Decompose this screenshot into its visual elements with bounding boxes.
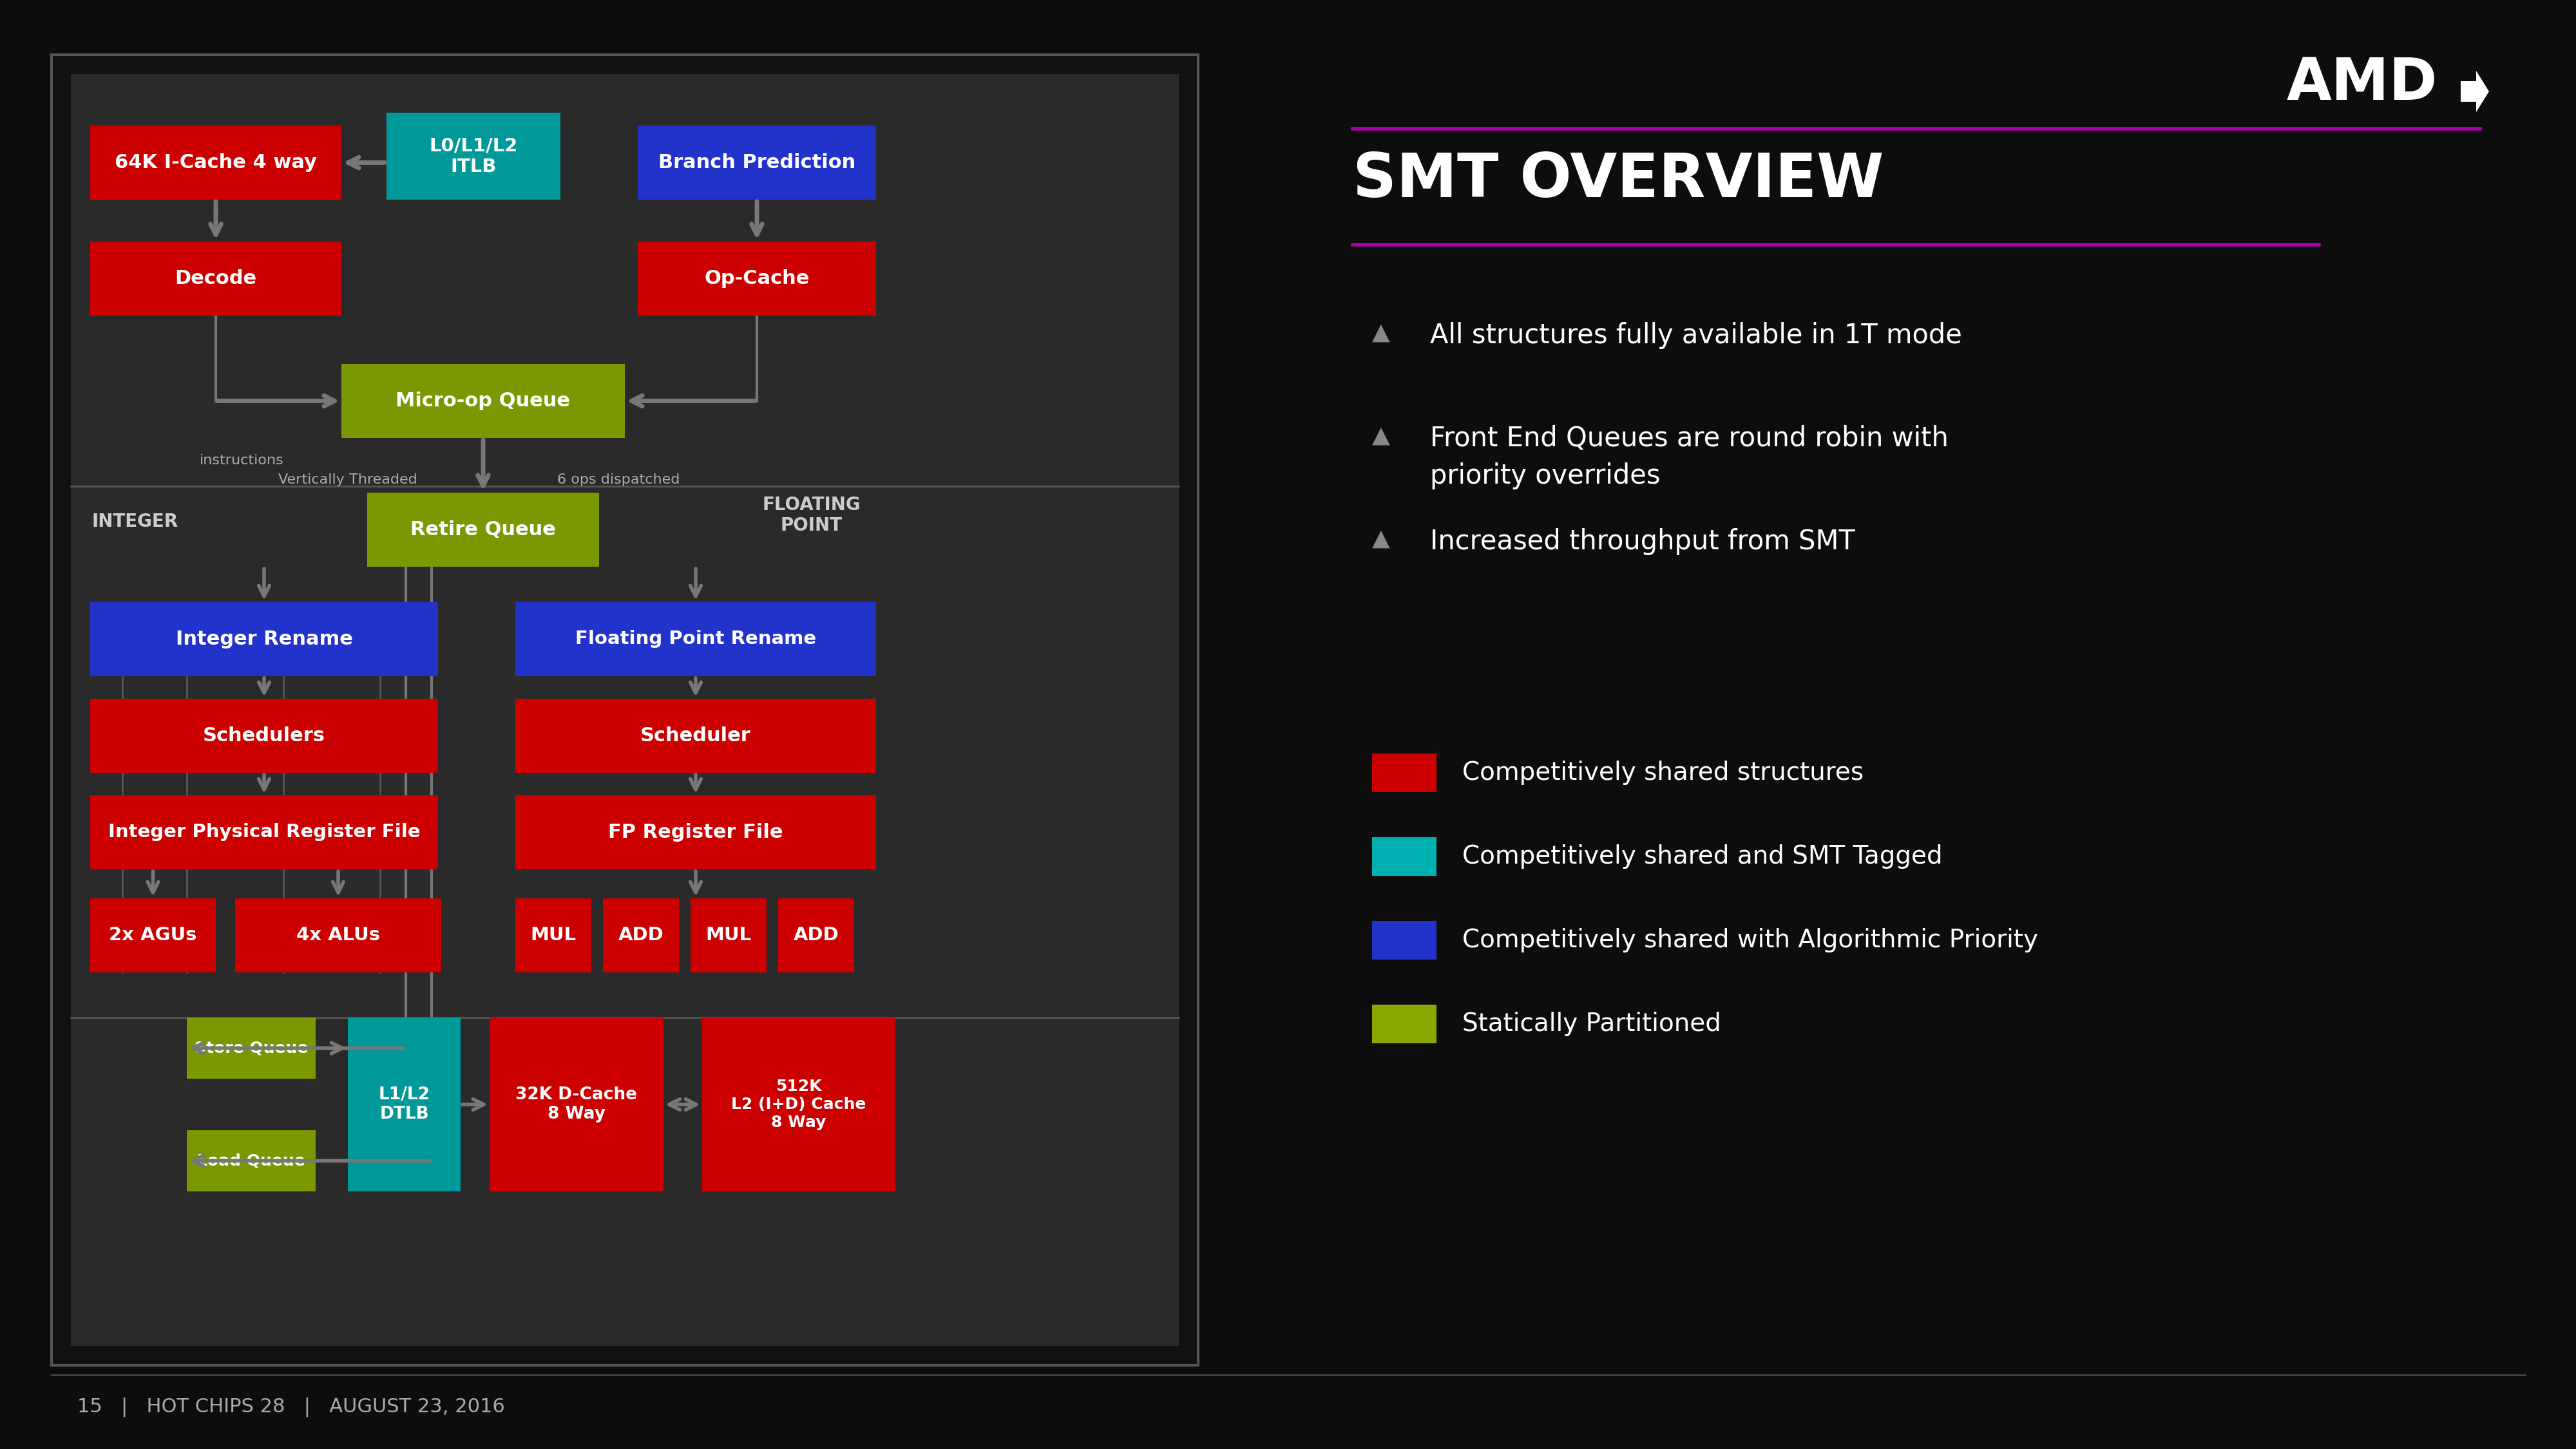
Text: Competitively shared and SMT Tagged: Competitively shared and SMT Tagged	[1463, 845, 1942, 869]
FancyBboxPatch shape	[703, 1017, 896, 1191]
Text: ▲: ▲	[1373, 527, 1391, 551]
Text: L1/L2
DTLB: L1/L2 DTLB	[379, 1087, 430, 1123]
FancyBboxPatch shape	[90, 796, 438, 869]
FancyBboxPatch shape	[778, 898, 855, 972]
Text: ▲: ▲	[1373, 322, 1391, 343]
FancyBboxPatch shape	[489, 1017, 665, 1191]
Text: MUL: MUL	[706, 926, 752, 945]
Polygon shape	[2460, 71, 2488, 112]
FancyBboxPatch shape	[1373, 838, 1437, 875]
Text: 15   |   HOT CHIPS 28   |   AUGUST 23, 2016: 15 | HOT CHIPS 28 | AUGUST 23, 2016	[77, 1397, 505, 1417]
Text: Schedulers: Schedulers	[204, 726, 325, 745]
Text: Competitively shared with Algorithmic Priority: Competitively shared with Algorithmic Pr…	[1463, 927, 2038, 952]
FancyBboxPatch shape	[368, 493, 600, 567]
FancyBboxPatch shape	[234, 898, 440, 972]
FancyBboxPatch shape	[639, 242, 876, 316]
Text: Decode: Decode	[175, 270, 258, 288]
Text: Op-Cache: Op-Cache	[703, 270, 809, 288]
Text: Integer Rename: Integer Rename	[175, 630, 353, 649]
FancyBboxPatch shape	[52, 55, 1198, 1365]
FancyBboxPatch shape	[1373, 753, 1437, 793]
FancyBboxPatch shape	[690, 898, 768, 972]
Text: L0/L1/L2
ITLB: L0/L1/L2 ITLB	[430, 136, 518, 175]
Text: 4x ALUs: 4x ALUs	[296, 926, 381, 945]
Text: Integer Physical Register File: Integer Physical Register File	[108, 823, 420, 842]
FancyBboxPatch shape	[72, 74, 1180, 1346]
Text: Increased throughput from SMT: Increased throughput from SMT	[1430, 527, 1855, 555]
Text: Statically Partitioned: Statically Partitioned	[1463, 1011, 1721, 1036]
Text: ▲: ▲	[1373, 425, 1391, 446]
FancyBboxPatch shape	[603, 898, 680, 972]
Text: Micro-op Queue: Micro-op Queue	[397, 391, 569, 410]
Text: 64K I-Cache 4 way: 64K I-Cache 4 way	[116, 154, 317, 172]
Text: ADD: ADD	[793, 926, 840, 945]
Text: FLOATING
POINT: FLOATING POINT	[762, 496, 860, 535]
FancyBboxPatch shape	[90, 242, 343, 316]
FancyBboxPatch shape	[639, 126, 876, 200]
FancyBboxPatch shape	[343, 364, 626, 438]
Text: All structures fully available in 1T mode: All structures fully available in 1T mod…	[1430, 322, 1963, 349]
FancyBboxPatch shape	[90, 126, 343, 200]
Text: 6 ops dispatched: 6 ops dispatched	[556, 474, 680, 487]
FancyBboxPatch shape	[386, 113, 562, 200]
Text: INTEGER: INTEGER	[93, 513, 178, 530]
FancyBboxPatch shape	[1373, 922, 1437, 959]
Text: MUL: MUL	[531, 926, 577, 945]
Text: Vertically Threaded: Vertically Threaded	[278, 474, 417, 487]
Text: SMT OVERVIEW: SMT OVERVIEW	[1352, 151, 1883, 210]
Text: Load Queue: Load Queue	[198, 1153, 304, 1168]
Text: Floating Point Rename: Floating Point Rename	[574, 630, 817, 648]
FancyBboxPatch shape	[188, 1017, 317, 1078]
Text: Retire Queue: Retire Queue	[410, 520, 556, 539]
FancyBboxPatch shape	[515, 898, 592, 972]
FancyBboxPatch shape	[348, 1017, 461, 1191]
FancyBboxPatch shape	[515, 796, 876, 869]
Text: Store Queue: Store Queue	[193, 1040, 309, 1056]
FancyBboxPatch shape	[515, 698, 876, 772]
Text: Competitively shared structures: Competitively shared structures	[1463, 761, 1862, 785]
FancyBboxPatch shape	[90, 698, 438, 772]
Text: Branch Prediction: Branch Prediction	[659, 154, 855, 172]
Text: FP Register File: FP Register File	[608, 823, 783, 842]
Text: Front End Queues are round robin with
priority overrides: Front End Queues are round robin with pr…	[1430, 425, 1947, 490]
Text: 2x AGUs: 2x AGUs	[108, 926, 196, 945]
FancyBboxPatch shape	[515, 603, 876, 677]
FancyBboxPatch shape	[1373, 1004, 1437, 1043]
Text: ADD: ADD	[618, 926, 665, 945]
Text: Scheduler: Scheduler	[641, 726, 752, 745]
FancyBboxPatch shape	[90, 603, 438, 677]
Text: instructions: instructions	[198, 454, 283, 467]
FancyBboxPatch shape	[188, 1130, 317, 1191]
Text: AMD: AMD	[2287, 55, 2437, 112]
Text: 512K
L2 (I+D) Cache
8 Way: 512K L2 (I+D) Cache 8 Way	[732, 1080, 866, 1130]
FancyBboxPatch shape	[90, 898, 216, 972]
Text: 32K D-Cache
8 Way: 32K D-Cache 8 Way	[515, 1087, 636, 1123]
